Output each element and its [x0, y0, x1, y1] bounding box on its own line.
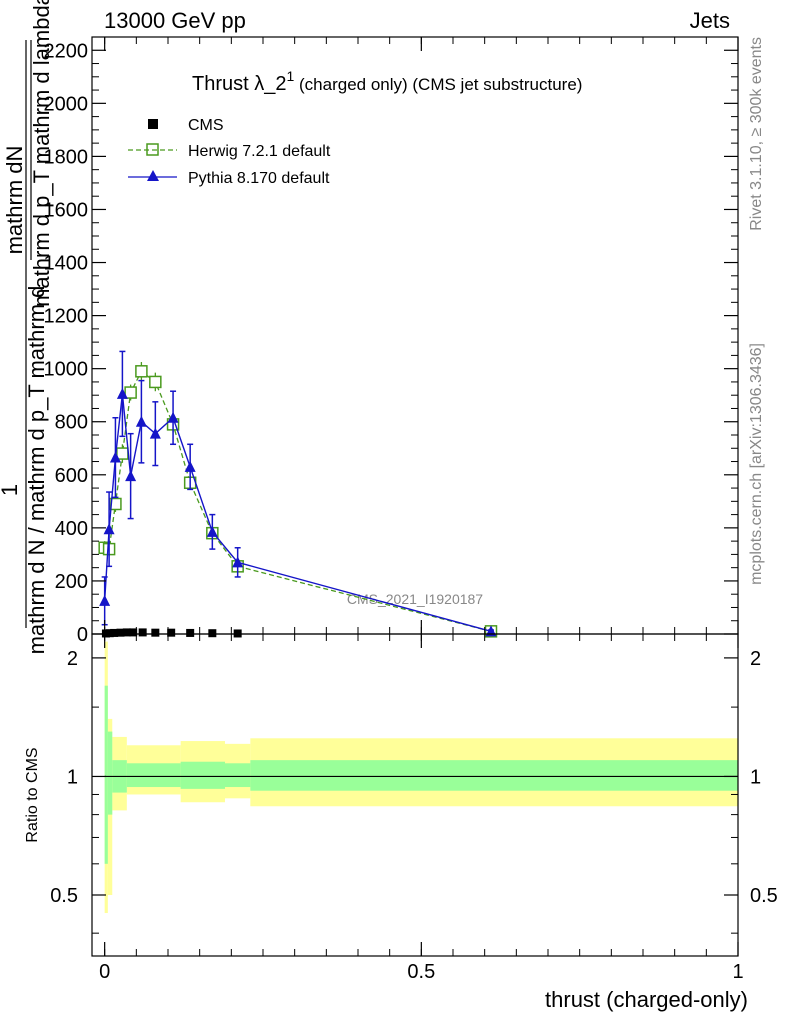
- pythia-point: [125, 470, 137, 482]
- x-axis-title: thrust (charged-only): [545, 987, 748, 1012]
- plot-title-sub: (charged only) (CMS jet substructure): [294, 75, 582, 94]
- ratio-plot-panel: 0.5 0.5 1 1 2 2 0 0.5 1 Ratio to CMS thrust (cha…: [24, 633, 778, 1012]
- pythia-point: [149, 427, 161, 439]
- cms-point: [138, 628, 147, 637]
- ratio-y-tick-label-right: 0.5: [750, 885, 778, 907]
- ratio-green-band: [250, 760, 739, 791]
- y-tick-label: 1600: [44, 199, 89, 221]
- y-axis-title-top-denominator: mathrm d p_T mathrm d lambda: [29, 0, 54, 307]
- pythia-point: [232, 556, 244, 568]
- ratio-bands: [104, 641, 739, 914]
- cms-point: [208, 629, 217, 638]
- cms-point: [186, 628, 195, 637]
- y-tick-label: 600: [55, 465, 88, 487]
- ratio-green-band: [180, 761, 225, 789]
- plot-title-main: Thrust λ_2: [192, 73, 286, 95]
- y-tick-label: 1000: [44, 359, 89, 381]
- y-tick-label: 1200: [44, 306, 89, 328]
- y-axis-title-one: 1: [0, 484, 22, 496]
- herwig-point: [116, 447, 129, 460]
- pythia-point: [184, 460, 196, 472]
- ratio-y-tick-label-left: 0.5: [50, 885, 78, 907]
- legend-pythia-marker: [147, 170, 159, 181]
- legend-herwig-label: Herwig 7.2.1 default: [188, 143, 331, 160]
- ratio-green-band: [104, 685, 108, 864]
- cms-point: [122, 628, 131, 637]
- ratio-plot-frame: [91, 633, 739, 957]
- header-right-label: Jets: [690, 8, 730, 33]
- cms-point: [167, 628, 176, 637]
- y-tick-label: 2200: [44, 40, 89, 62]
- legend-cms-label: CMS: [188, 117, 224, 134]
- legend: CMS Herwig 7.2.1 default Pythia 8.170 de…: [128, 117, 331, 187]
- legend-herwig-marker: [146, 143, 159, 156]
- ratio-plot-ticks: 0.5 0.5 1 1 2 2 0 0.5 1: [50, 634, 778, 983]
- plot-title: Thrust λ_21 (charged only) (CMS jet subs…: [192, 68, 582, 95]
- pythia-point: [109, 451, 121, 463]
- y-tick-label: 2000: [44, 93, 89, 115]
- cms-point: [116, 628, 125, 637]
- cms-point: [110, 628, 119, 637]
- y-tick-label: 400: [55, 518, 88, 540]
- pythia-point: [103, 523, 115, 535]
- ratio-y-tick-label-right: 1: [750, 766, 761, 788]
- pythia-line: [103, 393, 492, 633]
- ratio-y-axis-title: Ratio to CMS: [24, 747, 41, 842]
- y-axis-title-top: mathrm dN: [2, 146, 27, 255]
- pythia-point: [135, 415, 147, 427]
- ratio-y-tick-label-right: 2: [750, 648, 761, 670]
- herwig-point: [135, 365, 148, 378]
- y-tick-label: 1400: [44, 253, 89, 275]
- y-tick-label: 0: [77, 624, 88, 646]
- main-plot-ticks: 0 200 400 600 800 1000 1200 1400 1600 1800 2000 220…: [44, 36, 739, 646]
- ratio-y-tick-label-left: 2: [67, 648, 78, 670]
- y-tick-label: 200: [55, 571, 88, 593]
- cms-point: [105, 629, 114, 638]
- pythia-point: [206, 525, 218, 537]
- y-tick-label: 800: [55, 412, 88, 434]
- pythia-point: [167, 411, 179, 423]
- y-axis-title-bottom: mathrm d N / mathrm d p_T mathrm d: [24, 286, 49, 655]
- plot-title-sup: 1: [286, 68, 294, 84]
- herwig-point: [149, 375, 162, 389]
- cms-point: [129, 628, 138, 637]
- ratio-y-tick-label-left: 1: [67, 766, 78, 788]
- main-plot-series: [98, 350, 498, 638]
- main-plot-panel: CMS_2021_I1920187 0 200 400 600 800 1000 1200 1…: [0, 0, 739, 654]
- pythia-point: [116, 387, 128, 399]
- x-tick-label: 0: [99, 961, 110, 983]
- mcplots-reference-label: mcplots.cern.ch [arXiv:1306.3436]: [748, 343, 765, 585]
- legend-cms-marker: [148, 119, 158, 129]
- rivet-version-label: Rivet 3.1.10, ≥ 300k events: [748, 37, 765, 231]
- ratio-green-band: [107, 731, 113, 815]
- ratio-green-band: [126, 763, 181, 788]
- ratio-green-band: [225, 763, 251, 788]
- pythia-point: [99, 594, 111, 606]
- header-left-label: 13000 GeV pp: [104, 8, 246, 33]
- cms-point: [151, 628, 160, 637]
- analysis-watermark: CMS_2021_I1920187: [347, 591, 483, 607]
- y-axis-title: mathrm dN mathrm d p_T mathrm d lambda 1…: [0, 0, 54, 654]
- herwig-point: [109, 497, 122, 511]
- herwig-point: [124, 386, 137, 399]
- y-tick-label: 1800: [44, 146, 89, 168]
- x-tick-label: 0.5: [407, 961, 435, 983]
- x-tick-label: 1: [732, 961, 743, 983]
- legend-pythia-label: Pythia 8.170 default: [188, 170, 330, 187]
